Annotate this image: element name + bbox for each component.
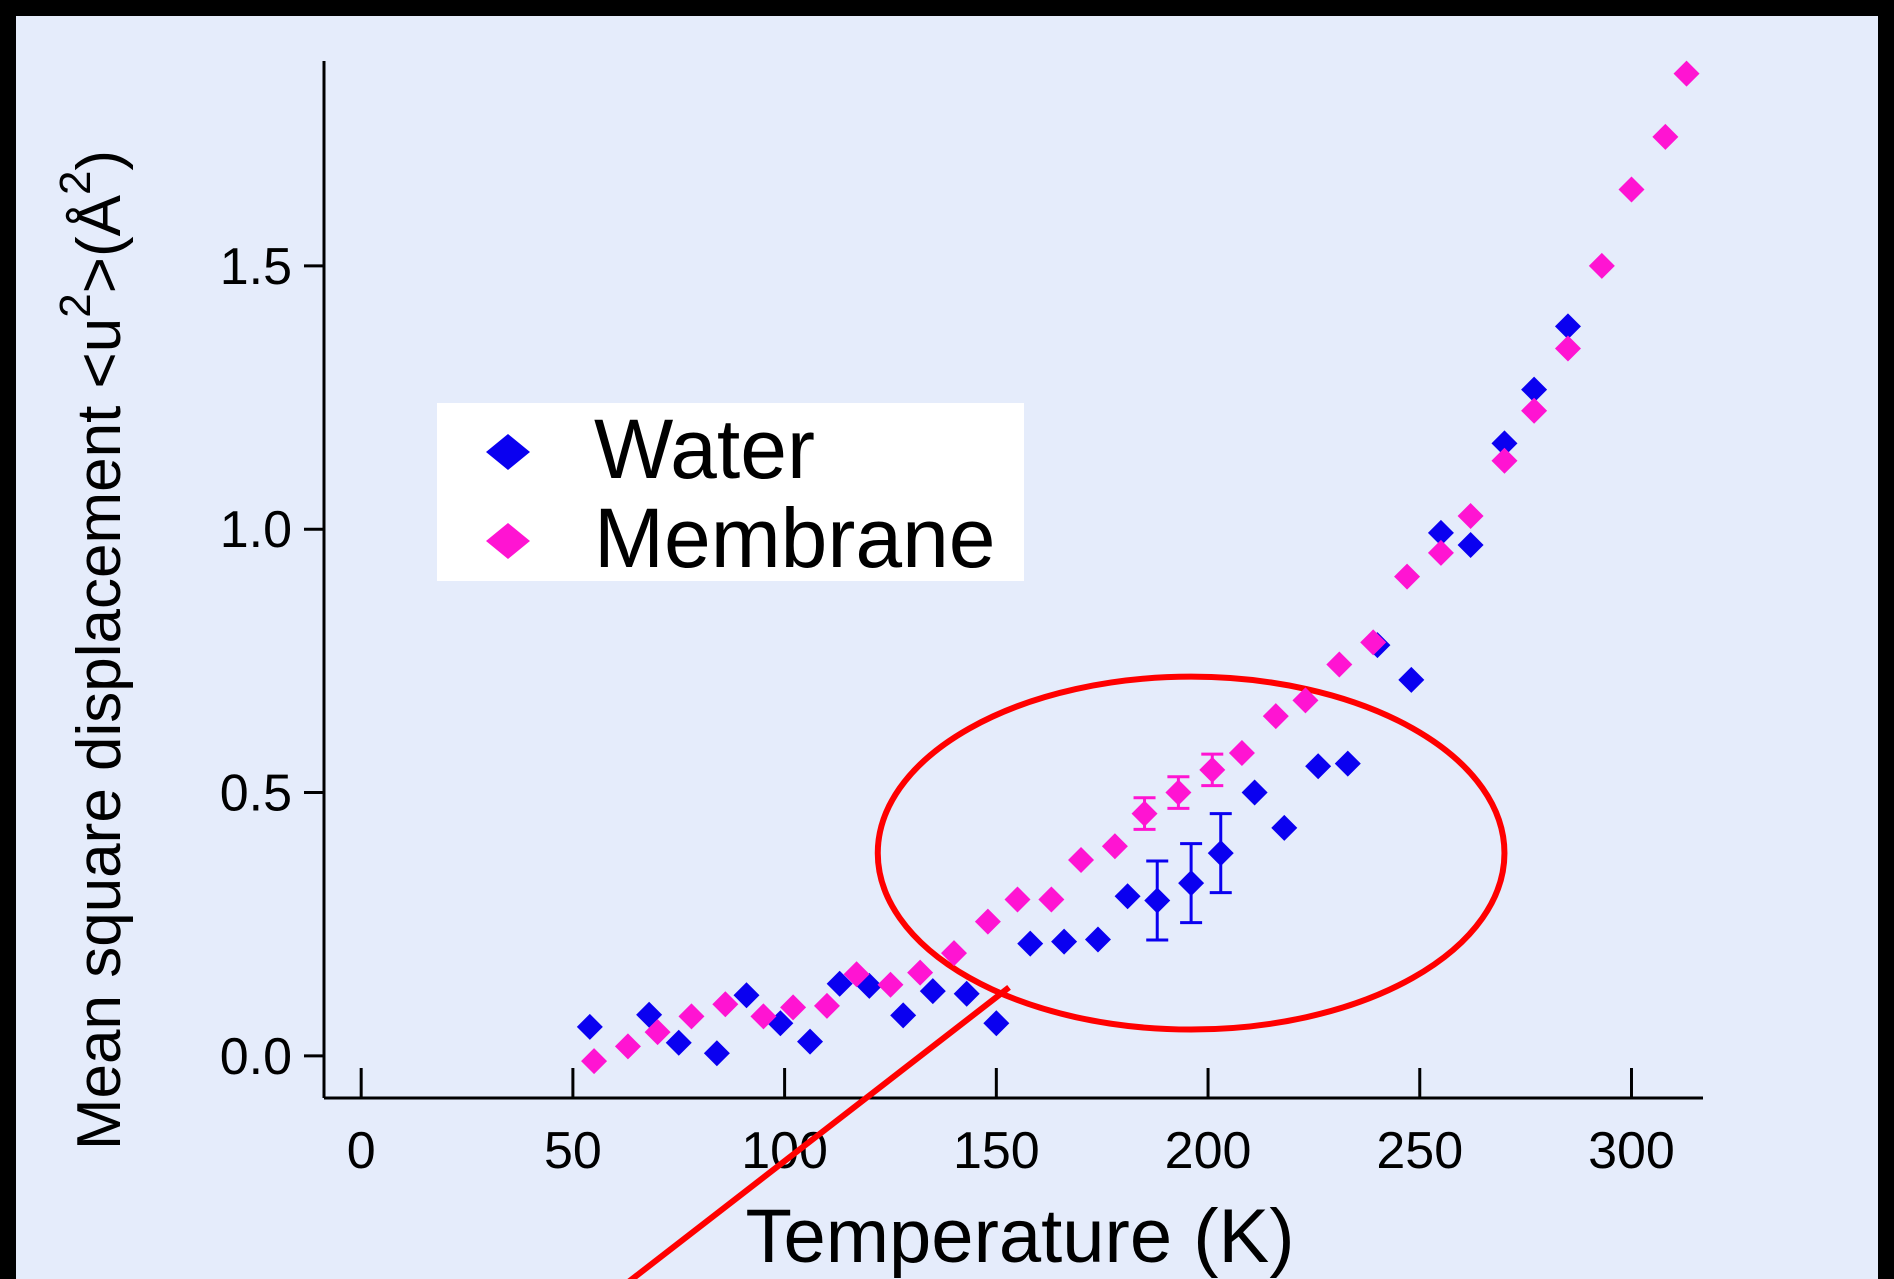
membrane-point-0: [581, 1048, 608, 1075]
membrane-point-32: [1618, 176, 1645, 203]
membrane-point-2: [644, 1019, 671, 1046]
water-point-28: [1491, 430, 1518, 457]
membrane-point-29: [1521, 397, 1548, 424]
membrane-point-27: [1457, 503, 1484, 530]
y-axis-title-sup-2: 2: [51, 171, 100, 195]
membrane-point-18: [1165, 779, 1192, 806]
water-point-22: [1305, 753, 1332, 780]
membrane-point-5: [750, 1003, 777, 1030]
water-point-25: [1398, 666, 1425, 693]
water-point-2: [665, 1029, 692, 1056]
y-tick-label-3: 1.5: [220, 238, 292, 296]
pointer-line: [627, 985, 1011, 1279]
water-point-9: [890, 1002, 917, 1029]
membrane-point-12: [974, 908, 1001, 935]
membrane-point-17: [1131, 800, 1158, 827]
water-point-30: [1554, 313, 1581, 340]
water-point-20: [1241, 779, 1268, 806]
membrane-point-1: [614, 1033, 641, 1060]
water-point-0: [576, 1013, 603, 1040]
x-tick-label-2: 100: [741, 1122, 828, 1180]
x-tick-label-5: 250: [1376, 1122, 1463, 1180]
membrane-point-13: [1004, 886, 1031, 913]
water-point-10: [919, 978, 946, 1005]
y-tick-label-1: 0.5: [220, 765, 292, 823]
data-marks: [576, 60, 1700, 1075]
membrane-point-7: [813, 992, 840, 1019]
membrane-point-28: [1491, 447, 1518, 474]
y-axis-ticks: 0.0 0.5 1.0 1.5: [220, 238, 324, 1086]
legend-marker-membrane: [486, 523, 530, 559]
membrane-point-8: [843, 961, 870, 988]
water-point-14: [1051, 928, 1078, 955]
y-axis-title-end: ): [65, 150, 134, 171]
y-axis-title: Mean square displacement <u2>(Å2): [51, 150, 134, 1150]
water-point-11: [953, 980, 980, 1007]
axes: [322, 61, 1703, 1100]
membrane-point-6: [780, 994, 807, 1021]
water-point-21: [1271, 814, 1298, 841]
water-point-12: [983, 1010, 1010, 1037]
membrane-point-26: [1427, 539, 1454, 566]
membrane-point-25: [1394, 563, 1421, 590]
x-axis-title: Temperature (K): [745, 1194, 1294, 1279]
membrane-point-14: [1038, 886, 1065, 913]
water-point-26: [1427, 519, 1454, 546]
x-tick-label-4: 200: [1165, 1122, 1252, 1180]
y-axis-title-mid: >(Å: [65, 194, 134, 293]
membrane-point-24: [1360, 629, 1387, 656]
legend-box: [437, 403, 1024, 581]
membrane-point-34: [1673, 60, 1700, 87]
x-tick-label-6: 300: [1588, 1122, 1675, 1180]
y-tick-label-0: 0.0: [220, 1028, 292, 1086]
membrane-point-19: [1199, 756, 1226, 783]
x-tick-label-1: 50: [544, 1122, 602, 1180]
membrane-point-21: [1262, 703, 1289, 730]
water-point-7: [826, 970, 853, 997]
membrane-point-15: [1068, 846, 1095, 873]
annotations: [627, 673, 1508, 1279]
membrane-point-22: [1292, 687, 1319, 714]
membrane-point-30: [1554, 335, 1581, 362]
water-point-4: [733, 982, 760, 1009]
membrane-point-3: [678, 1003, 705, 1030]
water-point-13: [1017, 930, 1044, 957]
membrane-point-31: [1588, 252, 1615, 279]
water-point-29: [1521, 376, 1548, 403]
series-water: [576, 313, 1581, 1067]
water-point-15: [1084, 926, 1111, 953]
membrane-point-9: [877, 971, 904, 998]
x-tick-label-0: 0: [347, 1122, 376, 1180]
highlight-ellipse: [874, 673, 1508, 1033]
water-point-17: [1144, 887, 1171, 914]
legend-marker-water: [486, 434, 530, 470]
plot-background: [16, 16, 1878, 1279]
water-point-23: [1334, 750, 1361, 777]
y-axis-title-sup-1: 2: [51, 293, 100, 317]
water-point-18: [1178, 870, 1205, 897]
x-axis-ticks: 0 50 100 150 200 250 300: [347, 1068, 1675, 1180]
legend-label-membrane: Membrane: [594, 491, 996, 585]
legend: Water Membrane: [437, 402, 1024, 585]
water-point-27: [1457, 532, 1484, 558]
membrane-point-23: [1326, 651, 1353, 678]
water-point-3: [703, 1040, 730, 1067]
x-tick-label-3: 150: [953, 1122, 1040, 1180]
series-membrane: [581, 60, 1700, 1075]
y-axis-title-main: Mean square displacement <u: [65, 318, 134, 1150]
water-point-6: [797, 1028, 824, 1055]
legend-label-water: Water: [594, 402, 815, 496]
membrane-point-20: [1228, 740, 1255, 767]
membrane-point-33: [1652, 123, 1679, 150]
membrane-point-11: [940, 940, 967, 967]
membrane-point-16: [1101, 833, 1128, 860]
membrane-point-10: [907, 959, 934, 986]
y-tick-label-2: 1.0: [220, 501, 292, 559]
water-point-19: [1207, 840, 1234, 867]
water-point-16: [1114, 883, 1141, 910]
membrane-point-4: [712, 991, 739, 1018]
